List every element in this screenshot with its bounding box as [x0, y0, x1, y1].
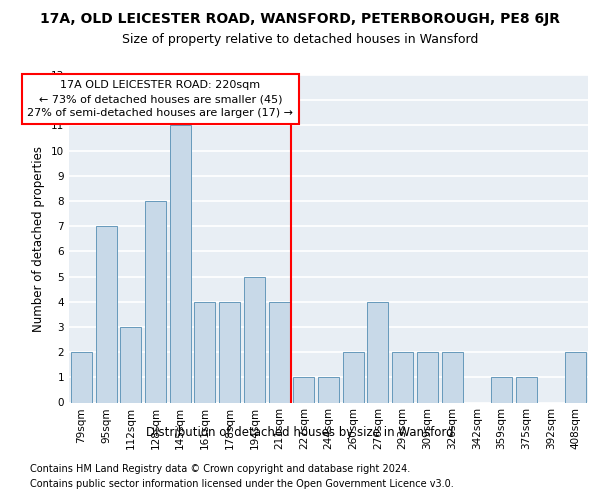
Bar — [343, 352, 364, 403]
Bar — [565, 352, 586, 403]
Bar — [442, 352, 463, 403]
Text: 17A OLD LEICESTER ROAD: 220sqm
← 73% of detached houses are smaller (45)
27% of : 17A OLD LEICESTER ROAD: 220sqm ← 73% of … — [28, 80, 293, 118]
Bar — [145, 201, 166, 402]
Text: Contains public sector information licensed under the Open Government Licence v3: Contains public sector information licen… — [30, 479, 454, 489]
Bar — [516, 378, 537, 402]
Bar — [244, 276, 265, 402]
Bar — [71, 352, 92, 403]
Bar — [120, 327, 141, 402]
Text: Distribution of detached houses by size in Wansford: Distribution of detached houses by size … — [146, 426, 454, 439]
Bar — [170, 126, 191, 402]
Text: Contains HM Land Registry data © Crown copyright and database right 2024.: Contains HM Land Registry data © Crown c… — [30, 464, 410, 474]
Bar — [318, 378, 339, 402]
Text: Size of property relative to detached houses in Wansford: Size of property relative to detached ho… — [122, 32, 478, 46]
Y-axis label: Number of detached properties: Number of detached properties — [32, 146, 46, 332]
Bar — [194, 302, 215, 402]
Bar — [367, 302, 388, 402]
Bar — [392, 352, 413, 403]
Bar — [95, 226, 116, 402]
Bar — [417, 352, 438, 403]
Bar — [269, 302, 290, 402]
Bar — [491, 378, 512, 402]
Text: 17A, OLD LEICESTER ROAD, WANSFORD, PETERBOROUGH, PE8 6JR: 17A, OLD LEICESTER ROAD, WANSFORD, PETER… — [40, 12, 560, 26]
Bar — [293, 378, 314, 402]
Bar — [219, 302, 240, 402]
